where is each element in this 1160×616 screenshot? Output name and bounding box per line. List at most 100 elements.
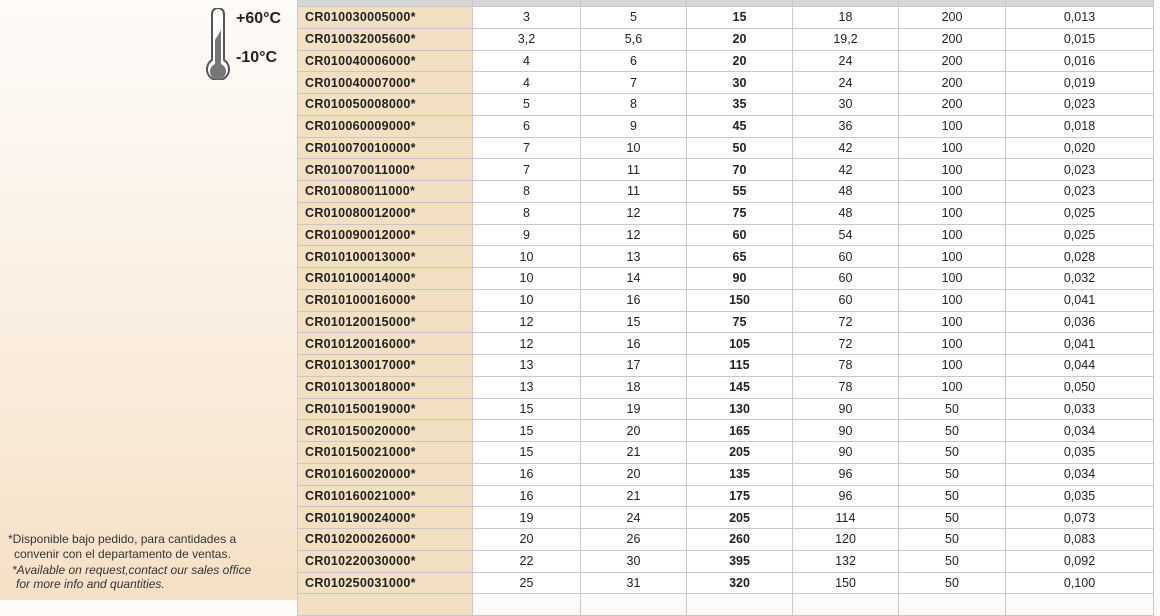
table-row: CR010250031000* 25 31 320 150 50 0,100 — [297, 571, 1154, 595]
value-cell: 5 — [472, 93, 581, 116]
product-code-cell: CR010040007000* — [297, 71, 473, 94]
value-cell: 55 — [686, 180, 793, 203]
note-es-line2: convenir con el departamento de ventas. — [14, 547, 231, 561]
table-row: CR010090012000* 9 12 60 54 100 0,025 — [297, 223, 1154, 247]
value-cell: 0,041 — [1005, 288, 1154, 312]
value-cell: 0,019 — [1005, 71, 1154, 94]
value-cell: 4 — [472, 49, 581, 73]
value-cell: 0,100 — [1005, 571, 1154, 595]
product-code-cell: CR010150020000* — [297, 419, 473, 442]
value-cell: 48 — [792, 201, 899, 225]
product-code-cell: CR010130017000* — [297, 354, 473, 377]
value-cell: 16 — [472, 462, 581, 486]
value-cell: 0,018 — [1005, 114, 1154, 138]
value-cell: 0,016 — [1005, 49, 1154, 73]
table-row: CR010200026000* 20 26 260 120 50 0,083 — [297, 528, 1154, 551]
max-temperature: +60°C — [236, 10, 282, 27]
table-row: CR010150019000* 15 19 130 90 50 0,033 — [297, 397, 1154, 421]
product-code-cell: CR010032005600* — [297, 27, 473, 51]
product-code-cell: CR010160020000* — [297, 462, 473, 486]
table-row: CR010032005600* 3,2 5,6 20 19,2 200 0,015 — [297, 27, 1154, 51]
value-cell: 0,050 — [1005, 375, 1154, 399]
value-cell: 13 — [472, 354, 581, 377]
min-temperature: -10°C — [236, 49, 278, 66]
table-row: CR010100014000* 10 14 90 60 100 0,032 — [297, 267, 1154, 290]
value-cell: 22 — [472, 549, 581, 573]
table-row: CR010070010000* 7 10 50 42 100 0,020 — [297, 136, 1154, 160]
value-cell: 12 — [472, 332, 581, 355]
value-cell: 12 — [580, 201, 687, 225]
value-cell: 100 — [898, 288, 1006, 312]
value-cell: 30 — [580, 549, 687, 573]
value-cell: 90 — [686, 267, 793, 290]
value-cell: 0,023 — [1005, 93, 1154, 116]
value-cell: 45 — [686, 114, 793, 138]
value-cell: 150 — [792, 571, 899, 595]
value-cell: 105 — [686, 332, 793, 355]
value-cell: 16 — [580, 288, 687, 312]
value-cell: 0,020 — [1005, 136, 1154, 160]
value-cell: 70 — [686, 158, 793, 181]
value-cell: 395 — [686, 549, 793, 573]
value-cell: 10 — [472, 245, 581, 268]
value-cell: 13 — [580, 245, 687, 268]
value-cell: 20 — [686, 27, 793, 51]
value-cell: 90 — [792, 441, 899, 464]
value-cell: 42 — [792, 136, 899, 160]
value-cell: 0,023 — [1005, 180, 1154, 203]
table-row: CR010190024000* 19 24 205 114 50 0,073 — [297, 506, 1154, 529]
product-code-cell: CR010190024000* — [297, 506, 473, 529]
product-table: CR010030005000* 3 5 15 18 200 0,013 CR010032005… — [297, 0, 1154, 616]
value-cell: 90 — [792, 397, 899, 421]
value-cell: 19 — [472, 506, 581, 529]
value-cell: 320 — [686, 571, 793, 595]
table-row: CR010150021000* 15 21 205 90 50 0,035 — [297, 441, 1154, 464]
value-cell: 20 — [686, 49, 793, 73]
value-cell: 8 — [472, 180, 581, 203]
value-cell: 6 — [472, 114, 581, 138]
value-cell: 100 — [898, 223, 1006, 247]
product-code-cell: CR010050008000* — [297, 93, 473, 116]
value-cell: 0,025 — [1005, 201, 1154, 225]
value-cell: 175 — [686, 484, 793, 508]
value-cell: 100 — [898, 180, 1006, 203]
value-cell: 205 — [686, 441, 793, 464]
table-row: CR010100016000* 10 16 150 60 100 0,041 — [297, 288, 1154, 312]
value-cell: 50 — [898, 397, 1006, 421]
table-row: CR010160021000* 16 21 175 96 50 0,035 — [297, 484, 1154, 508]
value-cell: 16 — [580, 332, 687, 355]
value-cell: 24 — [792, 71, 899, 94]
value-cell: 20 — [472, 528, 581, 551]
value-cell: 0,023 — [1005, 158, 1154, 181]
value-cell: 20 — [580, 462, 687, 486]
value-cell: 24 — [580, 506, 687, 529]
table-row-partial — [297, 593, 1154, 616]
thermometer-icon — [206, 8, 230, 80]
value-cell: 75 — [686, 201, 793, 225]
value-cell: 200 — [898, 93, 1006, 116]
product-code-cell: CR010030005000* — [297, 6, 473, 29]
value-cell: 17 — [580, 354, 687, 377]
value-cell: 26 — [580, 528, 687, 551]
value-cell: 18 — [792, 6, 899, 29]
value-cell: 15 — [580, 310, 687, 334]
value-cell: 0,035 — [1005, 441, 1154, 464]
value-cell: 50 — [898, 549, 1006, 573]
value-cell: 0,028 — [1005, 245, 1154, 268]
value-cell: 42 — [792, 158, 899, 181]
value-cell: 100 — [898, 332, 1006, 355]
value-cell: 200 — [898, 6, 1006, 29]
table-row: CR010070011000* 7 11 70 42 100 0,023 — [297, 158, 1154, 181]
value-cell: 0,015 — [1005, 27, 1154, 51]
value-cell: 0,034 — [1005, 419, 1154, 442]
value-cell: 30 — [686, 71, 793, 94]
value-cell: 0,035 — [1005, 484, 1154, 508]
value-cell: 0,033 — [1005, 397, 1154, 421]
value-cell: 65 — [686, 245, 793, 268]
product-code-cell: CR010040006000* — [297, 49, 473, 73]
value-cell: 114 — [792, 506, 899, 529]
table-row: CR010040006000* 4 6 20 24 200 0,016 — [297, 49, 1154, 73]
table-row: CR010060009000* 6 9 45 36 100 0,018 — [297, 114, 1154, 138]
value-cell: 100 — [898, 114, 1006, 138]
value-cell: 9 — [580, 114, 687, 138]
